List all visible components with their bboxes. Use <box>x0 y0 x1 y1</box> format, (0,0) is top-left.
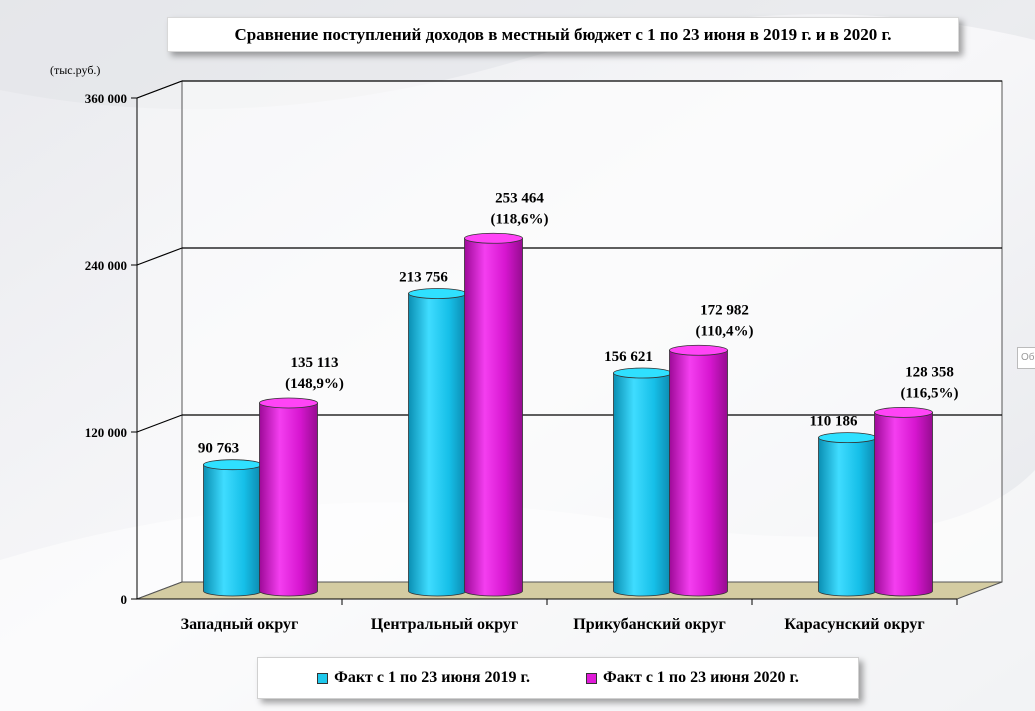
percent-label-2020: (110,4%) <box>696 323 754 339</box>
data-label-2020: 135 113 <box>291 355 339 371</box>
bar-2020 <box>259 402 318 597</box>
data-label-2019: 156 621 <box>604 349 653 365</box>
y-tick-label: 120 000 <box>85 425 127 440</box>
percent-label-2020: (148,9%) <box>285 376 344 392</box>
bar-top-2020 <box>669 344 728 356</box>
percent-label-2020: (116,5%) <box>901 385 959 401</box>
legend-item-2020: Факт с 1 по 23 июня 2020 г. <box>586 669 799 687</box>
x-tick-label: Карасунский округ <box>784 616 924 633</box>
data-label-2019: 213 756 <box>399 270 448 286</box>
data-label-2020: 172 982 <box>700 302 749 318</box>
data-label-2019: 90 763 <box>198 441 239 457</box>
legend: Факт с 1 по 23 июня 2019 г. Факт с 1 по … <box>257 657 859 699</box>
bar-2019 <box>613 372 672 597</box>
legend-label-2020: Факт с 1 по 23 июня 2020 г. <box>603 669 799 686</box>
bar-top-2020 <box>259 397 318 409</box>
x-tick-label: Прикубанский округ <box>573 616 726 633</box>
legend-swatch-2020 <box>586 672 597 684</box>
bar-2020 <box>874 411 933 597</box>
bar-2019 <box>408 293 467 597</box>
side-wall <box>136 80 183 600</box>
bar-top-2019 <box>408 288 467 299</box>
x-tick-label: Западный округ <box>181 616 299 633</box>
legend-swatch-2019 <box>317 672 329 684</box>
bar-top-2020 <box>874 406 933 418</box>
bar-top-2019 <box>818 432 877 444</box>
bar-2020 <box>464 237 523 597</box>
side-tab[interactable]: Об <box>1017 347 1035 369</box>
x-tick-label: Центральный округ <box>371 616 518 633</box>
bar-2020 <box>669 349 728 597</box>
bar-2019 <box>818 437 877 597</box>
y-unit-label: (тыс.руб.) <box>50 63 101 77</box>
gridline-side <box>136 247 183 266</box>
gridline-side <box>136 414 183 433</box>
bar-top-2019 <box>203 459 262 471</box>
percent-label-2020: (118,6%) <box>491 211 549 227</box>
data-label-2020: 253 464 <box>495 190 544 206</box>
data-label-2019: 110 186 <box>810 414 858 430</box>
legend-item-2019: Факт с 1 по 23 июня 2019 г. <box>317 669 530 687</box>
legend-label-2019: Факт с 1 по 23 июня 2019 г. <box>334 669 530 686</box>
chart-title: Сравнение поступлений доходов в местный … <box>167 17 959 52</box>
y-tick-label: 240 000 <box>85 258 127 273</box>
data-label-2020: 128 358 <box>905 364 954 380</box>
bar-top-2019 <box>613 367 672 379</box>
gridline-side <box>136 80 183 99</box>
bar-top-2020 <box>464 232 523 244</box>
y-tick-label: 0 <box>121 592 128 607</box>
y-tick-label: 360 000 <box>85 91 127 106</box>
bar-2019 <box>203 464 262 597</box>
